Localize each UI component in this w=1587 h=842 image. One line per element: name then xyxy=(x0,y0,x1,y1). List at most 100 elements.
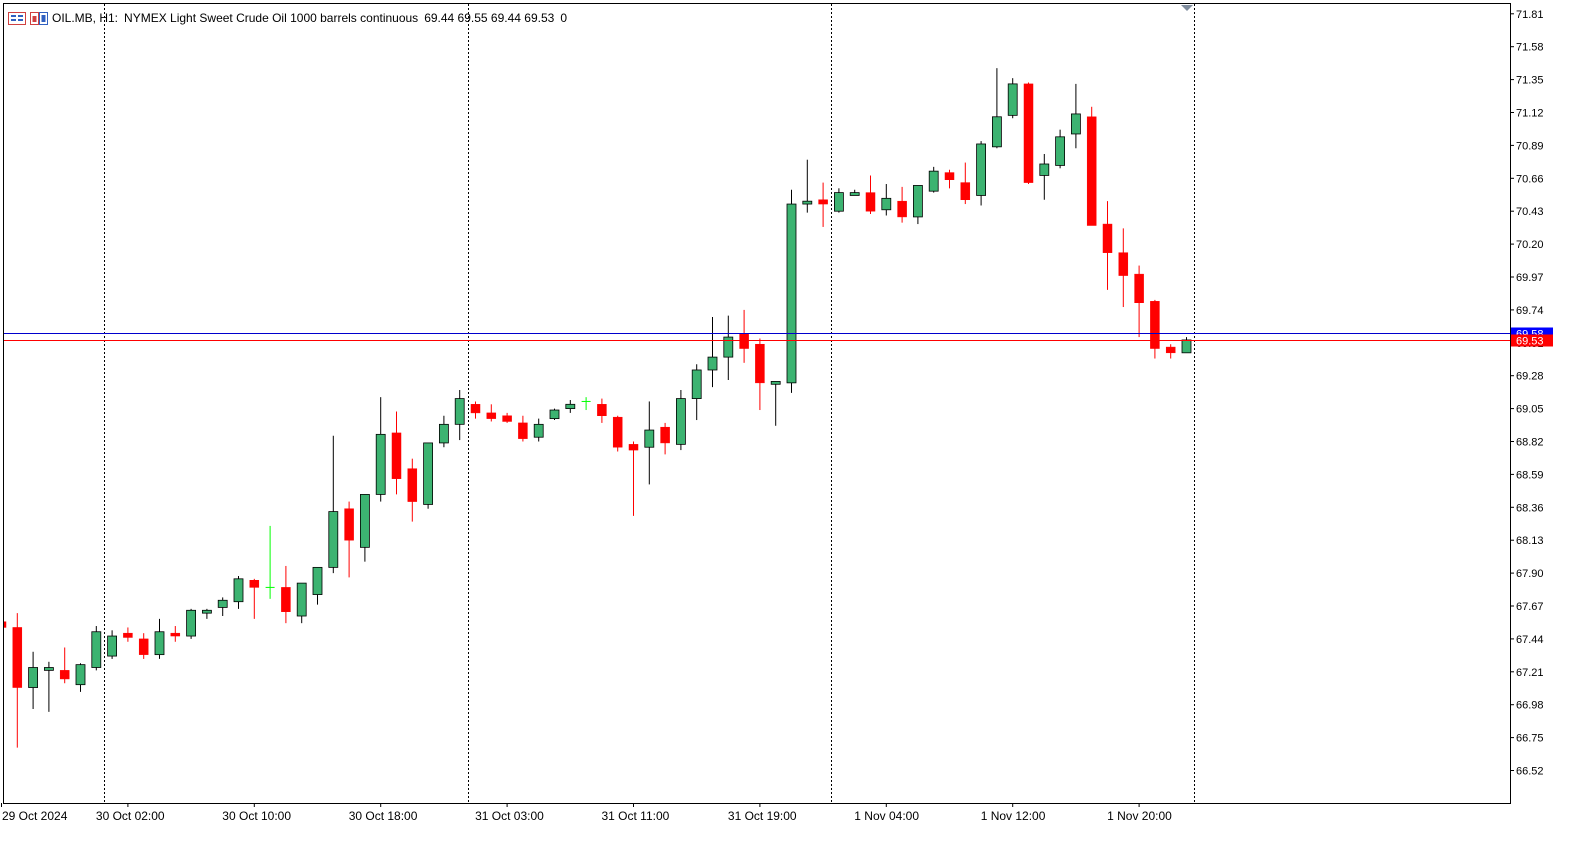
candle xyxy=(201,608,212,619)
price-tick-label: 69.05 xyxy=(1516,404,1544,416)
candle xyxy=(359,494,370,562)
candle-body xyxy=(1007,83,1018,116)
chart-shift-marker-icon[interactable] xyxy=(1181,5,1193,11)
price-tick-label: 70.89 xyxy=(1516,140,1544,152)
candle-body xyxy=(755,343,765,384)
candle-body xyxy=(470,404,481,414)
candle-body xyxy=(328,511,339,568)
candle xyxy=(802,159,813,213)
candle-body xyxy=(723,336,734,358)
candle xyxy=(992,68,1002,149)
price-tick-label: 70.20 xyxy=(1516,239,1544,251)
chart-window-icon[interactable] xyxy=(8,11,26,25)
candle-body xyxy=(28,667,39,688)
time-axis[interactable]: 29 Oct 2024 30 Oct 02:00 30 Oct 10:00 30 Oc… xyxy=(1,803,1173,823)
candle-body xyxy=(1086,116,1097,226)
price-tick-label: 67.21 xyxy=(1516,667,1544,679)
candle xyxy=(123,627,133,642)
candle-body xyxy=(107,635,117,657)
candle-body xyxy=(123,632,133,638)
candle xyxy=(1102,201,1113,290)
price-tick-label: 71.12 xyxy=(1516,108,1544,120)
candle xyxy=(1150,299,1160,359)
candle xyxy=(628,441,639,516)
candle-body xyxy=(865,192,876,212)
candle xyxy=(91,626,102,671)
candle-body xyxy=(707,356,718,371)
candle-body xyxy=(660,426,670,444)
candle xyxy=(312,566,323,605)
candle-body xyxy=(75,664,86,686)
candle xyxy=(691,364,702,421)
candle-body xyxy=(233,578,244,603)
price-axis[interactable]: 71.81 71.58 71.35 71.12 70.89 70.66 70.43 70.20… xyxy=(1510,9,1553,778)
time-tick-label: 31 Oct 19:00 xyxy=(728,809,797,823)
ask-price-label-bg xyxy=(1511,334,1553,347)
candle xyxy=(4,621,7,628)
candle xyxy=(391,411,402,495)
candle-body xyxy=(612,416,623,448)
ohlc-values: 69.44 69.55 69.44 69.53 xyxy=(424,11,555,25)
plot-area[interactable] xyxy=(3,3,1511,804)
candle-body xyxy=(391,432,402,479)
price-tick-label: 69.28 xyxy=(1516,371,1544,383)
price-tick-label: 69.97 xyxy=(1516,272,1544,284)
candle xyxy=(1071,83,1081,149)
candle-body xyxy=(249,580,260,588)
candle-body xyxy=(1055,136,1065,166)
price-tick-label: 67.67 xyxy=(1516,601,1544,613)
session-separators xyxy=(104,4,1195,803)
candle-body xyxy=(992,116,1002,148)
candle-body xyxy=(881,197,892,211)
candle-body xyxy=(549,409,560,420)
candle xyxy=(265,525,275,599)
candle xyxy=(438,415,449,448)
candle-body xyxy=(691,369,702,399)
candle-body xyxy=(849,192,860,196)
candle xyxy=(233,575,244,609)
candle-body xyxy=(770,381,781,385)
candle xyxy=(1165,344,1176,359)
candle xyxy=(755,338,765,411)
candle-body xyxy=(1071,113,1081,135)
candle-body xyxy=(1102,223,1113,253)
candle xyxy=(407,458,418,522)
trade-panel-icon[interactable] xyxy=(30,11,48,25)
candle-body xyxy=(1181,339,1192,354)
candle-body xyxy=(518,422,528,439)
candle xyxy=(296,582,307,624)
candle xyxy=(1055,129,1065,169)
candle-body xyxy=(676,398,686,445)
candle xyxy=(881,184,892,216)
price-tick-label: 68.59 xyxy=(1516,469,1544,481)
candle-body xyxy=(170,632,181,637)
candle-body xyxy=(1134,273,1144,303)
candle xyxy=(423,442,434,509)
candle xyxy=(75,663,86,692)
candle-body xyxy=(407,468,418,502)
candle xyxy=(581,397,591,411)
candle xyxy=(170,626,181,642)
candle xyxy=(1039,153,1050,200)
candle xyxy=(834,188,844,213)
candle xyxy=(186,608,197,639)
candle xyxy=(454,390,465,441)
candle xyxy=(59,647,70,684)
candle xyxy=(518,415,528,442)
candle-body xyxy=(1150,301,1160,349)
candle-body xyxy=(217,599,228,608)
time-tick-label: 1 Nov 12:00 xyxy=(981,809,1046,823)
candle xyxy=(612,415,623,452)
price-lines xyxy=(4,333,1510,341)
candle xyxy=(849,189,860,196)
candle-body xyxy=(44,667,54,671)
candle xyxy=(249,578,260,619)
candle xyxy=(107,630,117,659)
candle xyxy=(597,398,607,423)
symbol-description: NYMEX Light Sweet Crude Oil 1000 barrels… xyxy=(124,11,419,25)
candle xyxy=(1134,265,1144,338)
candle-body xyxy=(423,442,434,505)
candle xyxy=(154,618,165,659)
